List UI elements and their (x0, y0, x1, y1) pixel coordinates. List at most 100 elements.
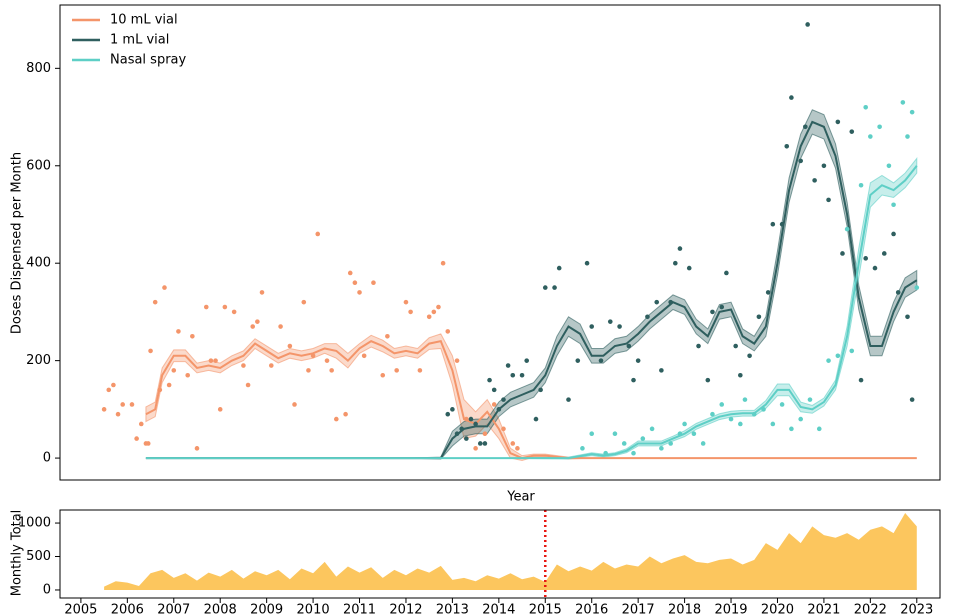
data-point (556, 265, 562, 271)
data-point (241, 363, 246, 368)
data-point (909, 109, 915, 115)
data-point (310, 353, 316, 359)
data-point (380, 372, 386, 378)
x-tick-label: 2022 (854, 603, 887, 616)
data-point (171, 368, 177, 373)
data-point (798, 158, 803, 164)
data-point (789, 426, 794, 432)
data-point (895, 290, 901, 295)
data-point (654, 299, 660, 305)
plot-area (104, 513, 917, 590)
data-point (631, 377, 636, 383)
data-point (287, 343, 293, 349)
data-point (510, 441, 516, 446)
legend-label: 1 mL vial (110, 33, 169, 48)
y-tick-label: 600 (26, 158, 51, 173)
data-point (268, 363, 274, 368)
data-point (515, 446, 520, 451)
data-point (803, 124, 808, 130)
data-point (905, 134, 910, 139)
data-point (589, 431, 595, 437)
data-point (751, 411, 757, 417)
y-tick-label: 500 (26, 549, 51, 564)
data-point (738, 372, 743, 378)
data-point (645, 314, 650, 320)
legend-label: 10 mL vial (110, 13, 178, 28)
data-point (826, 358, 831, 363)
data-point (863, 105, 868, 110)
data-point (505, 363, 511, 368)
y-tick-label: 400 (26, 256, 51, 271)
data-point (134, 436, 139, 441)
x-tick-label: 2021 (807, 603, 840, 616)
data-point (821, 163, 827, 169)
data-point (849, 348, 855, 354)
data-point (426, 314, 432, 320)
x-tick-label: 2015 (529, 603, 562, 616)
data-point (881, 251, 887, 256)
data-point (106, 387, 112, 393)
data-point (148, 348, 153, 354)
data-point (454, 358, 460, 363)
y-tick-label: 800 (26, 61, 51, 76)
data-point (575, 358, 581, 363)
data-point (231, 309, 237, 315)
data-point (905, 314, 910, 320)
data-point (473, 421, 478, 427)
data-point (417, 368, 423, 373)
data-point (710, 309, 715, 315)
data-point (385, 333, 390, 339)
data-point (631, 450, 636, 456)
data-point (770, 421, 776, 427)
data-point (747, 353, 752, 359)
data-point (835, 119, 841, 125)
data-point (501, 426, 506, 432)
data-point (686, 265, 692, 271)
axes-frame (59, 4, 941, 481)
data-point (589, 324, 595, 329)
data-point (166, 382, 172, 388)
data-point (459, 426, 464, 432)
data-point (120, 402, 125, 407)
trend-line (145, 165, 918, 460)
data-point (826, 197, 831, 203)
data-point (445, 411, 451, 417)
trend-line (145, 340, 917, 460)
data-point (436, 304, 441, 310)
data-point (111, 382, 116, 388)
x-tick-label: 2023 (900, 603, 933, 616)
x-axis-label: Year (506, 490, 535, 505)
data-point (464, 436, 469, 441)
data-point (450, 407, 455, 412)
data-point (835, 353, 841, 359)
data-point (812, 178, 817, 183)
data-point (598, 358, 604, 363)
data-point (756, 314, 762, 320)
x-tick-label: 2017 (622, 603, 655, 616)
data-point (733, 343, 738, 349)
data-point (677, 431, 683, 437)
data-point (203, 304, 209, 310)
data-point (872, 265, 878, 271)
data-point (259, 290, 265, 295)
data-point (357, 290, 362, 295)
axes-frame (59, 509, 941, 599)
data-point (691, 431, 697, 437)
data-point (394, 368, 399, 373)
data-point (482, 441, 488, 446)
data-point (784, 143, 790, 149)
data-point (719, 402, 725, 407)
data-point (482, 431, 488, 437)
data-point (719, 304, 725, 310)
data-point (552, 285, 557, 290)
data-point (807, 397, 813, 402)
data-point (519, 372, 525, 378)
data-point (445, 329, 451, 334)
data-point (621, 441, 627, 446)
data-point (222, 304, 228, 310)
data-point (213, 358, 218, 363)
data-point (101, 407, 107, 412)
x-tick-label: 2011 (343, 603, 376, 616)
data-point (849, 129, 855, 134)
x-tick-label: 2020 (761, 603, 794, 616)
